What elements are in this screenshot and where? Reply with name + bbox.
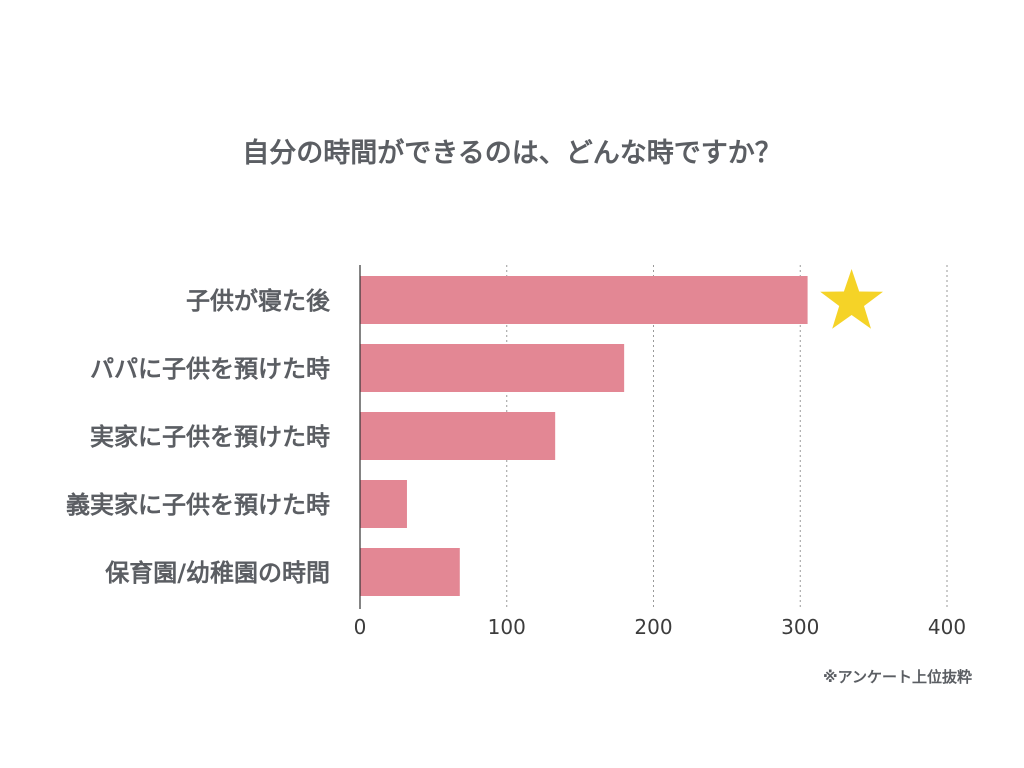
- category-label: 子供が寝た後: [186, 287, 331, 315]
- category-label: 義実家に子供を預けた時: [66, 491, 330, 519]
- bar: [360, 480, 407, 528]
- bar: [360, 276, 808, 324]
- category-label: パパに子供を預けた時: [90, 355, 330, 383]
- star-icon: [820, 269, 883, 329]
- bars: [360, 276, 808, 596]
- bar: [360, 412, 556, 460]
- chart-title: 自分の時間ができるのは、どんな時ですか？: [242, 137, 781, 169]
- chart-footnote: ※アンケート上位抜粋: [823, 668, 972, 686]
- x-tick-label: 200: [634, 615, 672, 639]
- x-tick-label: 0: [354, 615, 367, 639]
- x-tick-label: 400: [928, 615, 966, 639]
- x-axis-ticks: 0 100 200 300 400: [354, 615, 966, 639]
- category-label: 実家に子供を預けた時: [90, 423, 330, 451]
- highlight-markers: [820, 269, 883, 329]
- x-tick-label: 300: [781, 615, 819, 639]
- x-tick-label: 100: [488, 615, 526, 639]
- bar: [360, 548, 460, 596]
- bar: [360, 344, 625, 392]
- category-label: 保育園/幼稚園の時間: [104, 559, 330, 587]
- category-labels: 子供が寝た後パパに子供を預けた時実家に子供を預けた時義実家に子供を預けた時保育園…: [66, 287, 331, 587]
